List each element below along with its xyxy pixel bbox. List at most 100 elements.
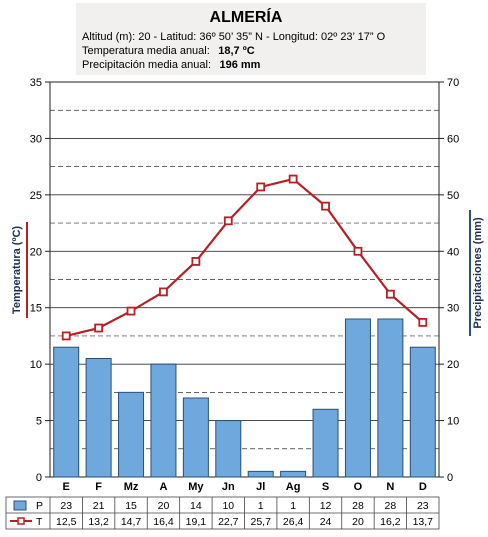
table-row-label: P <box>36 500 43 512</box>
right-tick-label: 40 <box>447 246 459 258</box>
temp-point-O <box>353 246 363 256</box>
precip-bar-S <box>312 408 339 478</box>
category-label: E <box>63 481 70 493</box>
temp-point-E <box>61 331 71 341</box>
right-tick-label: 60 <box>447 133 459 145</box>
category-labels: E F Mz A My Jn Jl Ag S O N D <box>63 481 427 493</box>
table-cell: 14,7 <box>121 516 142 528</box>
header-box <box>76 3 426 75</box>
table-cell: 14 <box>190 500 202 512</box>
table-cell: 25,7 <box>250 516 271 528</box>
table-cell: 26,4 <box>283 516 304 528</box>
category-label: Jn <box>222 481 235 493</box>
table-cell: 13,7 <box>413 516 434 528</box>
left-axis-label: Temperatura (ºC) <box>11 226 23 314</box>
table-cell: 23 <box>60 500 72 512</box>
table-cell: 10 <box>222 500 234 512</box>
precip-bar-D <box>409 346 436 478</box>
table-cell: 12,5 <box>56 516 77 528</box>
left-tick-label: 0 <box>36 472 42 484</box>
legend-swatch-t-marker <box>17 517 25 525</box>
temp-point-Jl <box>256 182 266 192</box>
table-cell: 28 <box>385 500 397 512</box>
annual-temp-line: Temperatura media anual: 18,7 ºC <box>82 41 255 58</box>
right-tick-label: 10 <box>447 416 459 428</box>
category-label: S <box>322 481 329 493</box>
temperature-series-line <box>65 177 424 337</box>
table-cell: 15 <box>125 500 137 512</box>
location-line: Altitud (m): 20 - Latitud: 36º 50’ 35” N… <box>82 31 386 43</box>
category-label: F <box>95 481 102 493</box>
precip-bar-My <box>182 397 209 478</box>
data-table: P 23 21 15 20 14 10 1 1 12 28 28 23T 12,5 13,2 14,7 16,4… <box>5 496 440 530</box>
temp-point-D <box>418 317 428 327</box>
table-cell: 20 <box>158 500 170 512</box>
table-cell: 24 <box>320 516 332 528</box>
temp-point-A <box>159 287 168 297</box>
table-cell: 13,2 <box>88 516 109 528</box>
left-tick-label: 15 <box>30 303 42 315</box>
plot-frame <box>49 81 440 478</box>
temp-point-Ag <box>288 174 298 184</box>
left-tick-label: 10 <box>30 359 42 371</box>
table-cell: 20 <box>352 516 364 528</box>
left-axis-label-group: Temperatura (ºC) <box>11 222 28 318</box>
table-cell: 16,4 <box>153 516 174 528</box>
left-tick-label: 25 <box>30 190 42 202</box>
annual-precip-label: Precipitación media anual: <box>82 59 211 71</box>
table-cell: 28 <box>352 500 364 512</box>
annual-temp-label: Temperatura media anual: <box>82 45 210 57</box>
table-cell: 16,2 <box>380 516 401 528</box>
table-cell: 23 <box>417 500 429 512</box>
category-label: My <box>188 481 204 493</box>
left-tick-label: 35 <box>30 77 42 89</box>
category-label: O <box>354 481 363 493</box>
category-label: Mz <box>124 481 139 493</box>
category-label: D <box>419 481 427 493</box>
precip-bar-Jn <box>215 420 242 478</box>
chart-title: ALMERÍA <box>210 7 283 26</box>
table-cell: 22,7 <box>218 516 239 528</box>
left-tick-label: 30 <box>30 133 42 145</box>
temp-point-N <box>385 289 395 299</box>
right-tick-label: 50 <box>447 190 459 202</box>
temp-point-My <box>191 257 201 266</box>
right-axis-label-group: Precipitaciones (mm) <box>469 210 484 336</box>
right-tick-label: 30 <box>447 303 459 315</box>
precip-bar-Mz <box>118 391 145 478</box>
precip-bar-N <box>377 318 404 478</box>
temp-point-F <box>94 323 104 333</box>
precip-bar-E <box>53 346 80 478</box>
category-label: A <box>159 481 167 493</box>
category-label: Ag <box>286 481 301 493</box>
annual-precip-line: Precipitación media anual: 196 mm <box>82 55 261 72</box>
precipitation-bars <box>53 318 436 478</box>
table-cell: 1 <box>258 500 264 512</box>
right-axis-label: Precipitaciones (mm) <box>472 217 484 329</box>
left-axis-ticks: 0 5 10 15 20 25 30 35 <box>30 77 50 484</box>
right-axis-ticks: 0 10 20 30 40 50 60 70 <box>439 77 459 484</box>
grid-lines <box>50 109 439 450</box>
left-tick-label: 20 <box>30 246 42 258</box>
annual-precip-value: 196 mm <box>219 59 260 71</box>
category-label: Jl <box>256 481 265 493</box>
category-label: N <box>386 481 394 493</box>
annual-temp-value: 18,7 ºC <box>218 45 254 57</box>
precip-bar-A <box>150 363 177 478</box>
temp-point-Mz <box>126 306 136 316</box>
temperature-line <box>61 174 428 341</box>
table-cell: 1 <box>290 500 296 512</box>
left-tick-label: 5 <box>36 416 42 428</box>
precip-bar-O <box>344 318 371 478</box>
right-tick-label: 20 <box>447 359 459 371</box>
precip-bar-Ag <box>280 470 307 478</box>
temp-point-S <box>321 201 330 211</box>
temp-point-Jn <box>223 216 233 226</box>
right-tick-label: 70 <box>447 77 459 89</box>
table-row-label: T <box>36 516 43 528</box>
table-cell: 12 <box>320 500 332 512</box>
legend-swatch-p <box>13 500 27 511</box>
table-cell: 21 <box>93 500 105 512</box>
precip-bar-F <box>85 358 112 478</box>
